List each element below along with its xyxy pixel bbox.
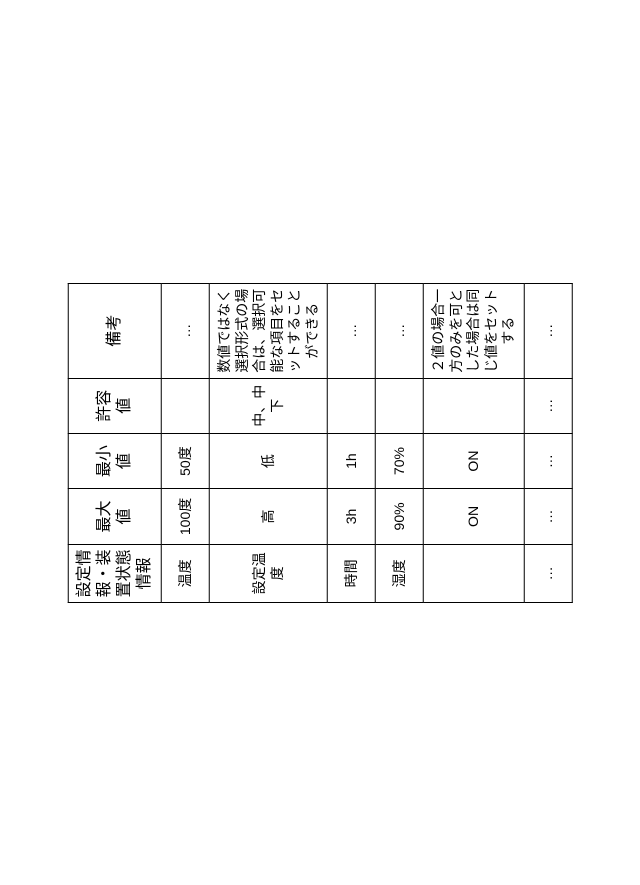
table-row: 温度 100度 50度 … <box>161 283 209 602</box>
table-header-row: 設定情報・装置状態情報 最大値 最小値 許容値 備考 <box>68 283 161 602</box>
cell: 湿度 <box>375 544 423 602</box>
cell: … <box>524 433 572 488</box>
cell-remarks: 数値ではなく選択形式の場合は、選択可能な項目をセットすることができる <box>209 283 327 378</box>
rotated-table-wrapper: 設定情報・装置状態情報 最大値 最小値 許容値 備考 温度 100度 50度 …… <box>68 283 573 603</box>
col-header-2: 最小値 <box>68 433 161 488</box>
cell: 70% <box>375 433 423 488</box>
cell <box>161 378 209 433</box>
col-header-4: 備考 <box>68 283 161 378</box>
cell-remarks: … <box>161 283 209 378</box>
cell-remarks: … <box>375 283 423 378</box>
cell: ON <box>423 488 524 543</box>
table-row: 湿度 90% 70% … <box>375 283 423 602</box>
cell: ON <box>423 433 524 488</box>
col-header-1: 最大値 <box>68 488 161 543</box>
cell-remarks: ２値の場合一方のみを可とした場合は同じ値をセットする <box>423 283 524 378</box>
cell: … <box>524 378 572 433</box>
cell-remarks: … <box>524 283 572 378</box>
cell: 温度 <box>161 544 209 602</box>
table-row: 設定温度 高 低 中、中下 数値ではなく選択形式の場合は、選択可能な項目をセット… <box>209 283 327 602</box>
cell: 3h <box>327 488 375 543</box>
settings-table: 設定情報・装置状態情報 最大値 最小値 許容値 備考 温度 100度 50度 …… <box>68 283 573 603</box>
cell: 設定温度 <box>209 544 327 602</box>
cell: 1h <box>327 433 375 488</box>
table-row: … … … … … <box>524 283 572 602</box>
cell: 100度 <box>161 488 209 543</box>
col-header-3: 許容値 <box>68 378 161 433</box>
cell-remarks: … <box>327 283 375 378</box>
cell: 時間 <box>327 544 375 602</box>
cell: 50度 <box>161 433 209 488</box>
cell <box>423 378 524 433</box>
cell <box>327 378 375 433</box>
cell: 低 <box>209 433 327 488</box>
table-row: ON ON ２値の場合一方のみを可とした場合は同じ値をセットする <box>423 283 524 602</box>
cell: 高 <box>209 488 327 543</box>
cell <box>375 378 423 433</box>
cell: … <box>524 488 572 543</box>
col-header-0: 設定情報・装置状態情報 <box>68 544 161 602</box>
cell: 中、中下 <box>209 378 327 433</box>
cell: … <box>524 544 572 602</box>
cell: 90% <box>375 488 423 543</box>
table-row: 時間 3h 1h … <box>327 283 375 602</box>
cell <box>423 544 524 602</box>
page: 設定情報・装置状態情報 最大値 最小値 許容値 備考 温度 100度 50度 …… <box>0 0 640 885</box>
